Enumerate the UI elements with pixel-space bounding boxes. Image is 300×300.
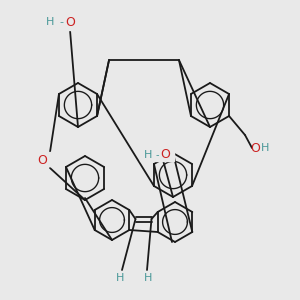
Text: O: O	[250, 142, 260, 154]
Text: O: O	[160, 148, 170, 161]
Text: O: O	[37, 154, 47, 166]
Bar	[38, 14, 80, 30]
Text: -: -	[59, 17, 63, 27]
Text: H: H	[46, 17, 54, 27]
Text: O: O	[65, 16, 75, 28]
Bar	[140, 147, 174, 161]
Text: H: H	[144, 150, 152, 160]
Text: H: H	[144, 273, 152, 283]
Text: H: H	[116, 273, 124, 283]
Text: -: -	[155, 150, 159, 160]
Bar	[35, 152, 53, 166]
Text: H: H	[261, 143, 269, 153]
